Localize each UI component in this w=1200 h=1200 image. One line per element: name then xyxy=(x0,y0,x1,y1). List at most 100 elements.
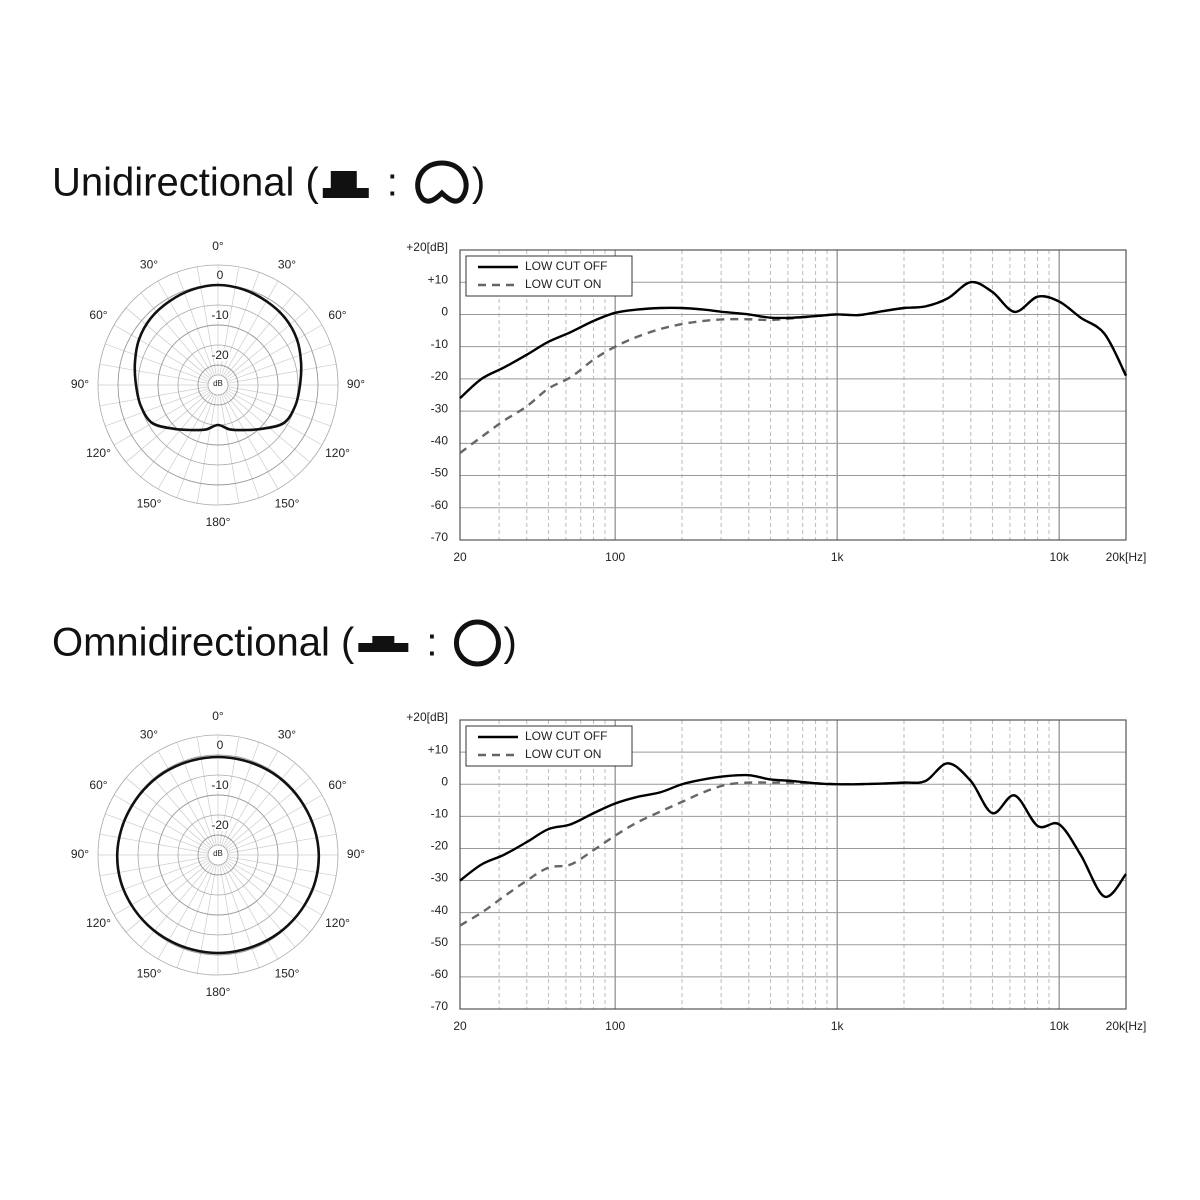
x-tick-label: 100 xyxy=(605,550,625,564)
angle-label: 60° xyxy=(89,308,107,322)
angle-label: 90° xyxy=(71,377,89,391)
angle-label: 30° xyxy=(278,258,296,272)
angle-label: 150° xyxy=(137,497,162,511)
y-tick-label: +10 xyxy=(428,272,449,286)
spoke xyxy=(227,813,331,852)
r-tick-label: -10 xyxy=(211,308,229,322)
ring xyxy=(157,794,279,916)
heading-text: Unidirectional ( xyxy=(52,161,319,205)
spoke xyxy=(196,736,217,846)
spoke xyxy=(224,392,296,478)
response-line xyxy=(459,280,1128,454)
r-tick-label: 0 xyxy=(217,738,224,752)
x-tick-label: 10k xyxy=(1049,550,1069,564)
pattern-icon xyxy=(415,160,469,204)
angle-label: 0° xyxy=(212,239,224,253)
y-tick-label: -50 xyxy=(431,935,449,949)
angle-label: 90° xyxy=(347,377,365,391)
angle-label: 90° xyxy=(347,847,365,861)
response-chart: +20[dB] +10 0 -10 -20 -30 -40 -50 -60 -70 20 100 1k 1… xyxy=(406,240,1146,564)
spoke xyxy=(219,394,240,504)
spoke xyxy=(125,307,211,379)
legend-box xyxy=(465,725,633,767)
spoke xyxy=(219,266,240,376)
spoke xyxy=(225,777,311,849)
spoke xyxy=(226,859,323,916)
spoke xyxy=(222,863,279,960)
legend-label: LOW CUT ON xyxy=(525,747,601,761)
spoke xyxy=(221,272,260,376)
pattern-icon xyxy=(453,619,501,667)
x-tick-label: 20k[Hz] xyxy=(1106,550,1147,564)
angle-label: 30° xyxy=(140,258,158,272)
spoke xyxy=(140,392,212,478)
response-chart: +20[dB] +10 0 -10 -20 -30 -40 -50 -60 -70 20 100 1k 1… xyxy=(406,710,1146,1033)
spoke xyxy=(224,292,296,378)
spoke xyxy=(105,813,209,852)
spoke xyxy=(157,393,214,490)
angle-label: 150° xyxy=(275,967,300,981)
spoke xyxy=(227,833,337,854)
spoke xyxy=(227,386,337,407)
spoke xyxy=(105,343,209,382)
legend-label: LOW CUT ON xyxy=(525,277,601,291)
heading-close: ) xyxy=(503,621,516,665)
spoke xyxy=(125,861,211,933)
spoke xyxy=(157,750,214,847)
x-tick-label: 20 xyxy=(453,1019,467,1033)
spoke xyxy=(113,324,210,381)
ring xyxy=(97,264,339,506)
spoke xyxy=(99,386,209,407)
spoke xyxy=(113,389,210,446)
heading: Omnidirectional (:) xyxy=(52,619,517,667)
spoke xyxy=(125,777,211,849)
y-tick-label: -60 xyxy=(431,967,449,981)
angle-label: 150° xyxy=(275,497,300,511)
spoke xyxy=(226,389,323,446)
center-ring xyxy=(207,844,229,866)
angle-label: 180° xyxy=(206,985,231,999)
y-tick-label: -30 xyxy=(431,871,449,885)
angle-label: 60° xyxy=(89,778,107,792)
spoke xyxy=(227,363,337,384)
spoke xyxy=(225,307,311,379)
angle-label: 120° xyxy=(325,916,350,930)
heading-text: Omnidirectional ( xyxy=(52,621,355,665)
legend-label: LOW CUT OFF xyxy=(525,729,607,743)
ring xyxy=(137,304,299,466)
angle-label: 60° xyxy=(328,778,346,792)
y-tick-label: -40 xyxy=(431,434,449,448)
r-tick-label: -20 xyxy=(211,818,229,832)
spoke xyxy=(226,324,323,381)
polar-pattern xyxy=(115,755,321,955)
switch-icon xyxy=(322,171,369,198)
ring xyxy=(177,814,259,896)
spoke xyxy=(222,393,279,490)
response-line xyxy=(459,280,1128,400)
x-tick-label: 20 xyxy=(453,550,467,564)
angle-label: 120° xyxy=(86,446,111,460)
spoke xyxy=(227,388,331,427)
angle-label: 60° xyxy=(328,308,346,322)
y-tick-label: 0 xyxy=(441,774,448,788)
x-tick-label: 20k[Hz] xyxy=(1106,1019,1147,1033)
x-tick-label: 100 xyxy=(605,1019,625,1033)
heading: Unidirectional (:) xyxy=(52,160,485,205)
spoke xyxy=(113,794,210,851)
y-tick-label: -70 xyxy=(431,530,449,544)
ring xyxy=(197,364,239,406)
y-tick-label: -10 xyxy=(431,337,449,351)
spoke xyxy=(99,363,209,384)
angle-label: 30° xyxy=(140,728,158,742)
y-tick-label: +20[dB] xyxy=(406,240,448,254)
ring xyxy=(97,734,339,976)
ring xyxy=(137,774,299,936)
response-line xyxy=(459,762,1127,927)
spoke xyxy=(176,864,215,968)
spoke xyxy=(222,280,279,377)
switch-icon xyxy=(358,636,409,652)
legend-box xyxy=(465,255,633,297)
y-tick-label: -60 xyxy=(431,498,449,512)
r-tick-label: 0 xyxy=(217,268,224,282)
